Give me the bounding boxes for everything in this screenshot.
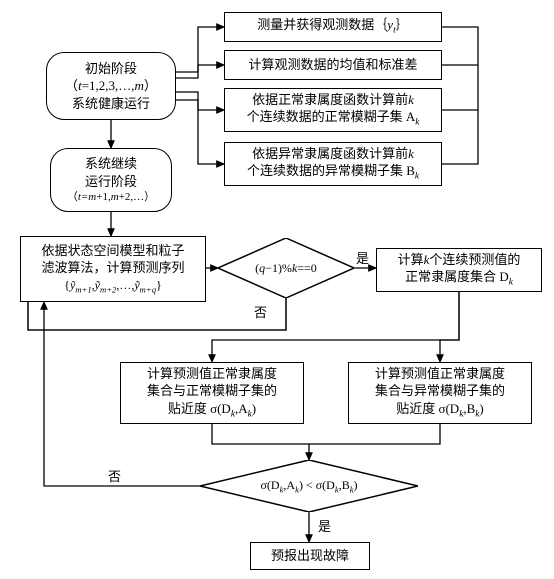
yes2-label: 是 [318,516,331,535]
db-line2: 集合与异常模糊子集的 [375,382,505,400]
fault-text: 预报出现故障 [271,547,349,565]
decision-q-node: (q−1)%k==0 [218,238,354,298]
cont-line2: 运行阶段 [67,173,155,191]
sigma-db-node: 计算预测值正常隶属度 集合与异常模糊子集的 贴近度 σ(Dk,Bk) [348,362,532,424]
da-line3: 贴近度 σ(Dk,Ak) [147,400,277,421]
pred-line1: 依据状态空间模型和粒子 [41,242,184,260]
continue-phase-node: 系统继续 运行阶段 （t=m+1,m+2,…） [50,148,172,212]
cont-line3: （t=m+1,m+2,…） [67,190,155,205]
db-line3: 贴近度 σ(Dk,Bk) [375,400,505,421]
no1-label: 否 [254,302,267,321]
sigma-da-node: 计算预测值正常隶属度 集合与正常模糊子集的 贴近度 σ(Dk,Ak) [120,362,304,424]
da-line2: 集合与正常模糊子集的 [147,382,277,400]
no2-label: 否 [108,466,121,485]
calc-mean-node: 计算观测数据的均值和标准差 [224,50,442,80]
calc-bk-node: 依据异常隶属度函数计算前k 个连续数据的异常模糊子集 Bk [224,142,442,186]
calc-mean-text: 计算观测数据的均值和标准差 [248,56,417,74]
measure-text: 测量并获得观测数据｛yt｝ [257,16,408,37]
da-line1: 计算预测值正常隶属度 [147,365,277,383]
init-line1: 初始阶段 [65,60,157,78]
decision-q-text: (q−1)%k==0 [255,261,317,276]
calc-dk-node: 计算k个连续预测值的 正常隶属度集合 Dk [376,248,542,292]
bk-line2: 个连续数据的异常模糊子集 Bk [247,162,419,183]
init-line2: （t=1,2,3,…,m） [65,77,157,95]
predict-node: 依据状态空间模型和粒子 滤波算法，计算预测序列 {ỹm+1,ỹm+2,…,ỹm+… [20,236,206,302]
yes1-label: 是 [356,248,369,267]
db-line1: 计算预测值正常隶属度 [375,365,505,383]
decision-sigma-text: σ(Dk,Ak) < σ(Dk,Bk) [260,478,357,494]
dk-line1: 计算k个连续预测值的 [398,251,521,269]
cont-line1: 系统继续 [67,155,155,173]
calc-ak-node: 依据正常隶属度函数计算前k 个连续数据的正常模糊子集 Ak [224,88,442,132]
ak-line2: 个连续数据的正常模糊子集 Ak [247,108,420,129]
measure-node: 测量并获得观测数据｛yt｝ [224,12,442,42]
dk-line2: 正常隶属度集合 Dk [398,268,521,289]
bk-line1: 依据异常隶属度函数计算前k [247,145,419,163]
fault-node: 预报出现故障 [250,542,370,570]
init-phase-node: 初始阶段 （t=1,2,3,…,m） 系统健康运行 [46,52,176,120]
init-line3: 系统健康运行 [65,95,157,113]
pred-line2: 滤波算法，计算预测序列 [41,259,184,277]
ak-line1: 依据正常隶属度函数计算前k [247,91,420,109]
decision-sigma-node: σ(Dk,Ak) < σ(Dk,Bk) [200,460,418,512]
pred-line3: {ỹm+1,ỹm+2,…,ỹm+q} [41,277,184,296]
